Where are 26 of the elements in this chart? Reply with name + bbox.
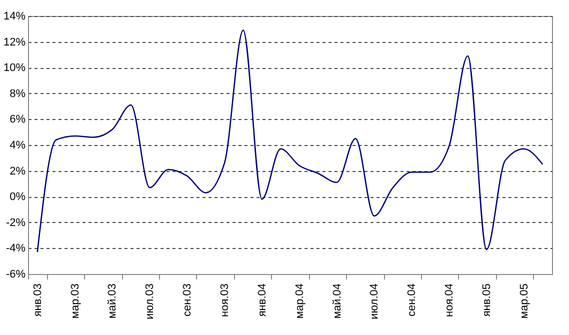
y-tick-label: 0% (10, 191, 26, 204)
x-tick-label: сен.04 (406, 284, 418, 316)
x-tick-label: ноя.04 (444, 284, 456, 317)
y-tick-label: 4% (10, 140, 26, 152)
x-tick-label: янв.04 (256, 284, 268, 317)
y-tick-label: -2% (6, 216, 26, 229)
y-tick-label: 14% (3, 10, 26, 22)
x-tick-label: сен.03 (182, 284, 194, 316)
y-tick-label: 2% (10, 165, 26, 178)
y-tick-label: 10% (3, 62, 26, 74)
y-tick-label: 8% (10, 88, 26, 100)
x-tick-label: янв.05 (481, 284, 493, 317)
line-series (36, 30, 544, 253)
x-tick-label: июл.04 (368, 284, 381, 320)
y-tick-label: 6% (10, 114, 26, 126)
x-tick-label: ноя.03 (219, 284, 231, 317)
x-tick-label: мар.04 (294, 284, 306, 319)
y-tick-label: 12% (3, 36, 26, 48)
x-tick-label: май.04 (331, 284, 344, 319)
y-tick-label: -6% (6, 268, 26, 280)
y-tick-label: -4% (6, 242, 26, 255)
x-tick-label: янв.03 (32, 284, 44, 317)
x-tick-label: май.03 (106, 284, 119, 319)
x-tick-label: мар.05 (518, 284, 530, 319)
x-tick-label: мар.03 (69, 284, 82, 319)
x-tick-label: июл.03 (144, 284, 156, 320)
